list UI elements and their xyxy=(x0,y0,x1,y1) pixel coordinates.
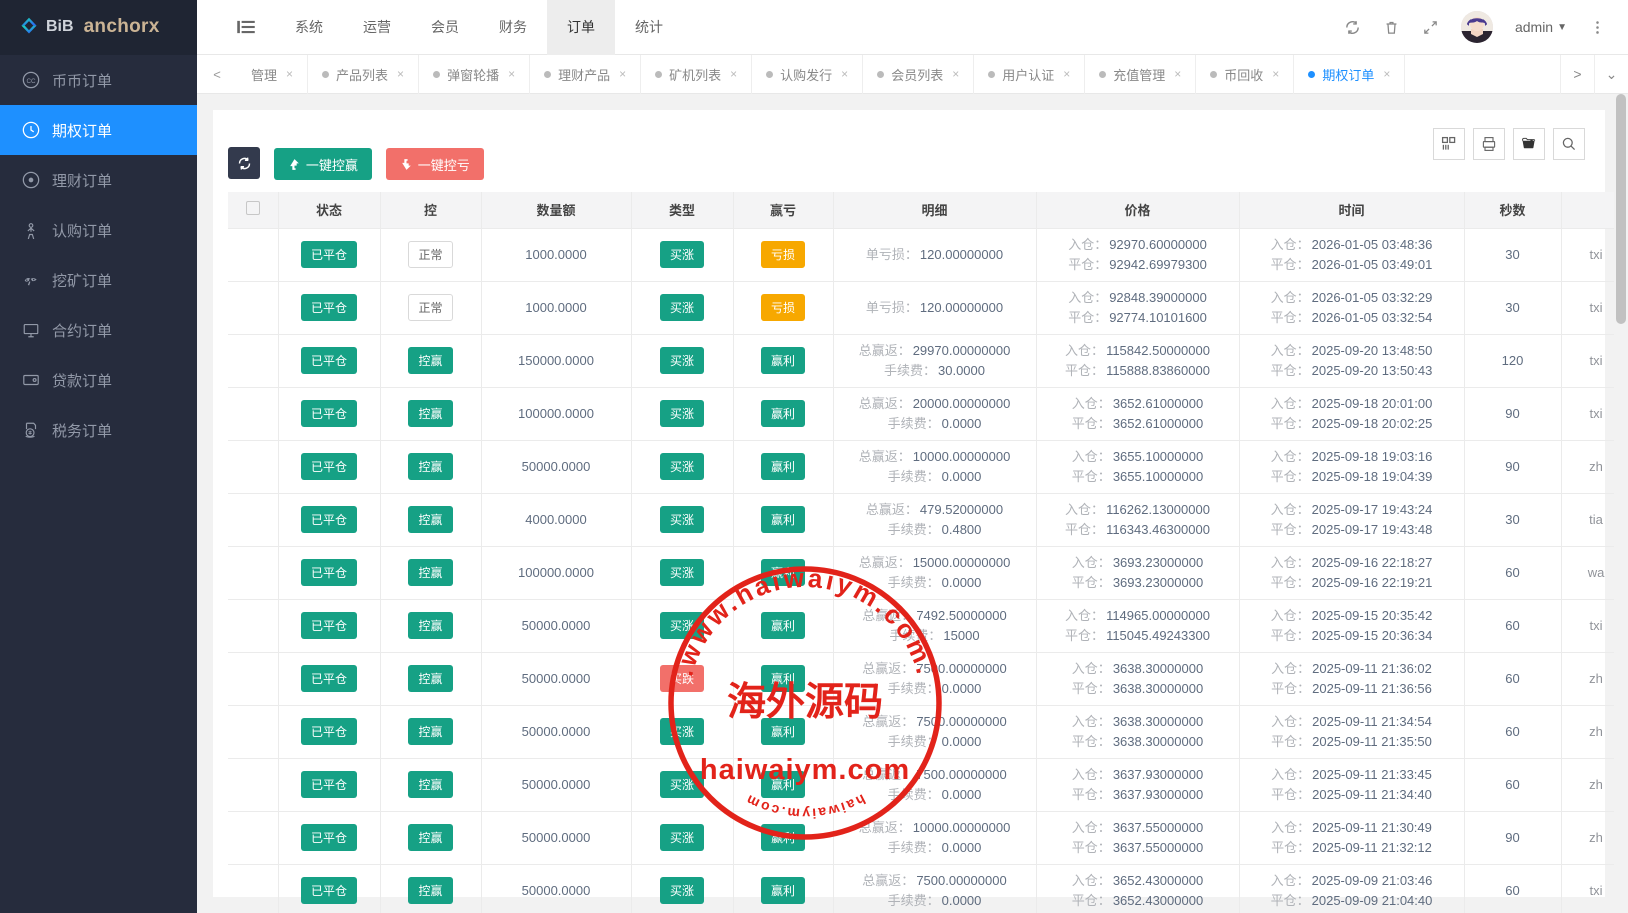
svg-text:CC: CC xyxy=(26,78,36,85)
